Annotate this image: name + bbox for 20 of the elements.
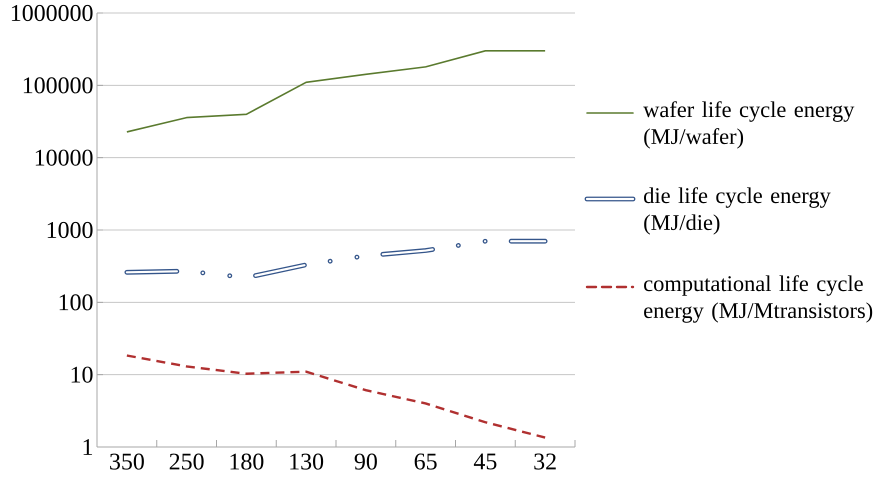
x-tick-label: 250 <box>170 454 204 470</box>
line-series <box>126 50 546 133</box>
legend-label: computational life cycle energy (MJ/Mtransistors) <box>644 275 872 323</box>
y-tick-label: 10 <box>72 366 93 383</box>
x-tick-label: 350 <box>110 454 144 470</box>
y-tick-label: 100000 <box>24 77 93 94</box>
legend-label: die life cycle energy (MJ/die) <box>644 187 831 235</box>
y-tick-label: 1000000 <box>12 4 93 22</box>
x-tick-label: 65 <box>414 454 437 470</box>
legend-label: wafer life cycle energy (MJ/wafer) <box>643 101 854 149</box>
x-tick-label: 130 <box>290 454 324 470</box>
y-tick-label: 100 <box>60 294 93 310</box>
y-tick-label: 1000 <box>48 222 93 238</box>
x-tick-label: 45 <box>474 454 496 470</box>
x-tick-label: 180 <box>230 454 264 470</box>
y-tick-label: 1 <box>84 439 92 455</box>
y-tick-label: 10000 <box>36 150 93 166</box>
line-series <box>126 354 546 439</box>
x-tick-label: 32 <box>534 454 556 470</box>
x-tick-label: 90 <box>354 454 377 470</box>
